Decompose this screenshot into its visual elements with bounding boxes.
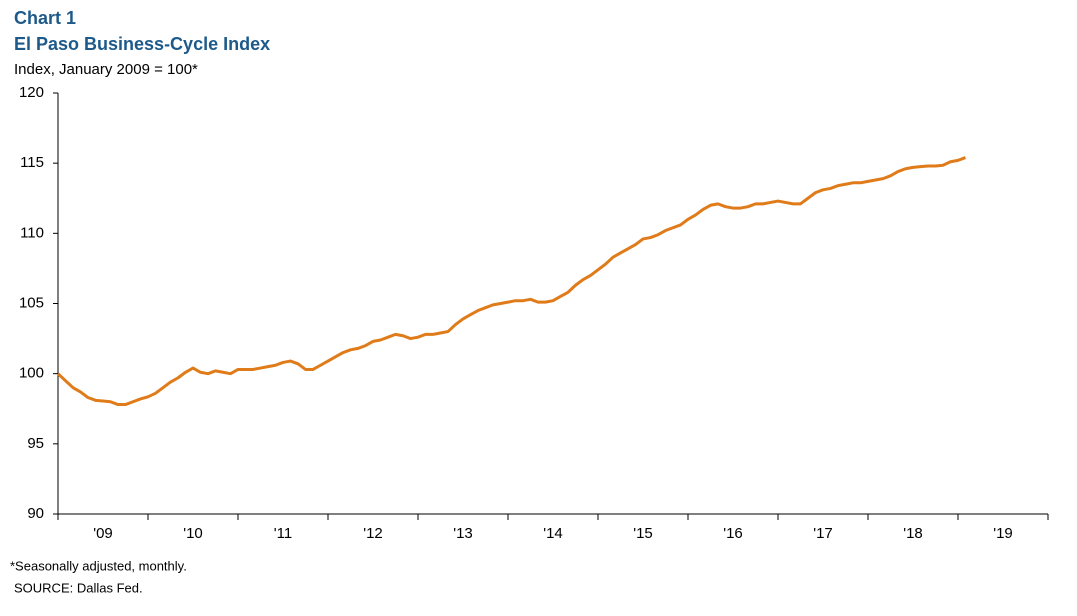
x-tick-label: '13 (453, 525, 473, 542)
y-tick-label: 95 (27, 435, 44, 452)
x-tick-label: '18 (903, 525, 923, 542)
source: SOURCE: Dallas Fed. (14, 580, 143, 595)
y-tick-label: 115 (20, 154, 44, 171)
x-tick-label: '14 (543, 525, 563, 542)
y-tick-label: 110 (20, 224, 44, 241)
chart-label: Chart 1 (14, 8, 76, 28)
x-tick-label: '16 (723, 525, 743, 542)
footnote: *Seasonally adjusted, monthly. (10, 558, 187, 573)
chart-title: El Paso Business-Cycle Index (14, 34, 270, 54)
chart-subtitle: Index, January 2009 = 100* (14, 61, 198, 78)
x-tick-label: '17 (813, 525, 833, 542)
x-tick-label: '11 (274, 525, 292, 542)
y-tick-label: 120 (19, 84, 44, 101)
x-tick-label: '12 (363, 525, 383, 542)
y-tick-label: 100 (19, 365, 44, 382)
x-tick-label: '19 (993, 525, 1013, 542)
y-tick-label: 105 (19, 294, 44, 311)
series-line (56, 156, 966, 407)
y-tick-label: 90 (27, 505, 44, 522)
x-tick-label: '10 (183, 525, 203, 542)
x-tick-label: '09 (93, 525, 113, 542)
x-tick-label: '15 (633, 525, 653, 542)
